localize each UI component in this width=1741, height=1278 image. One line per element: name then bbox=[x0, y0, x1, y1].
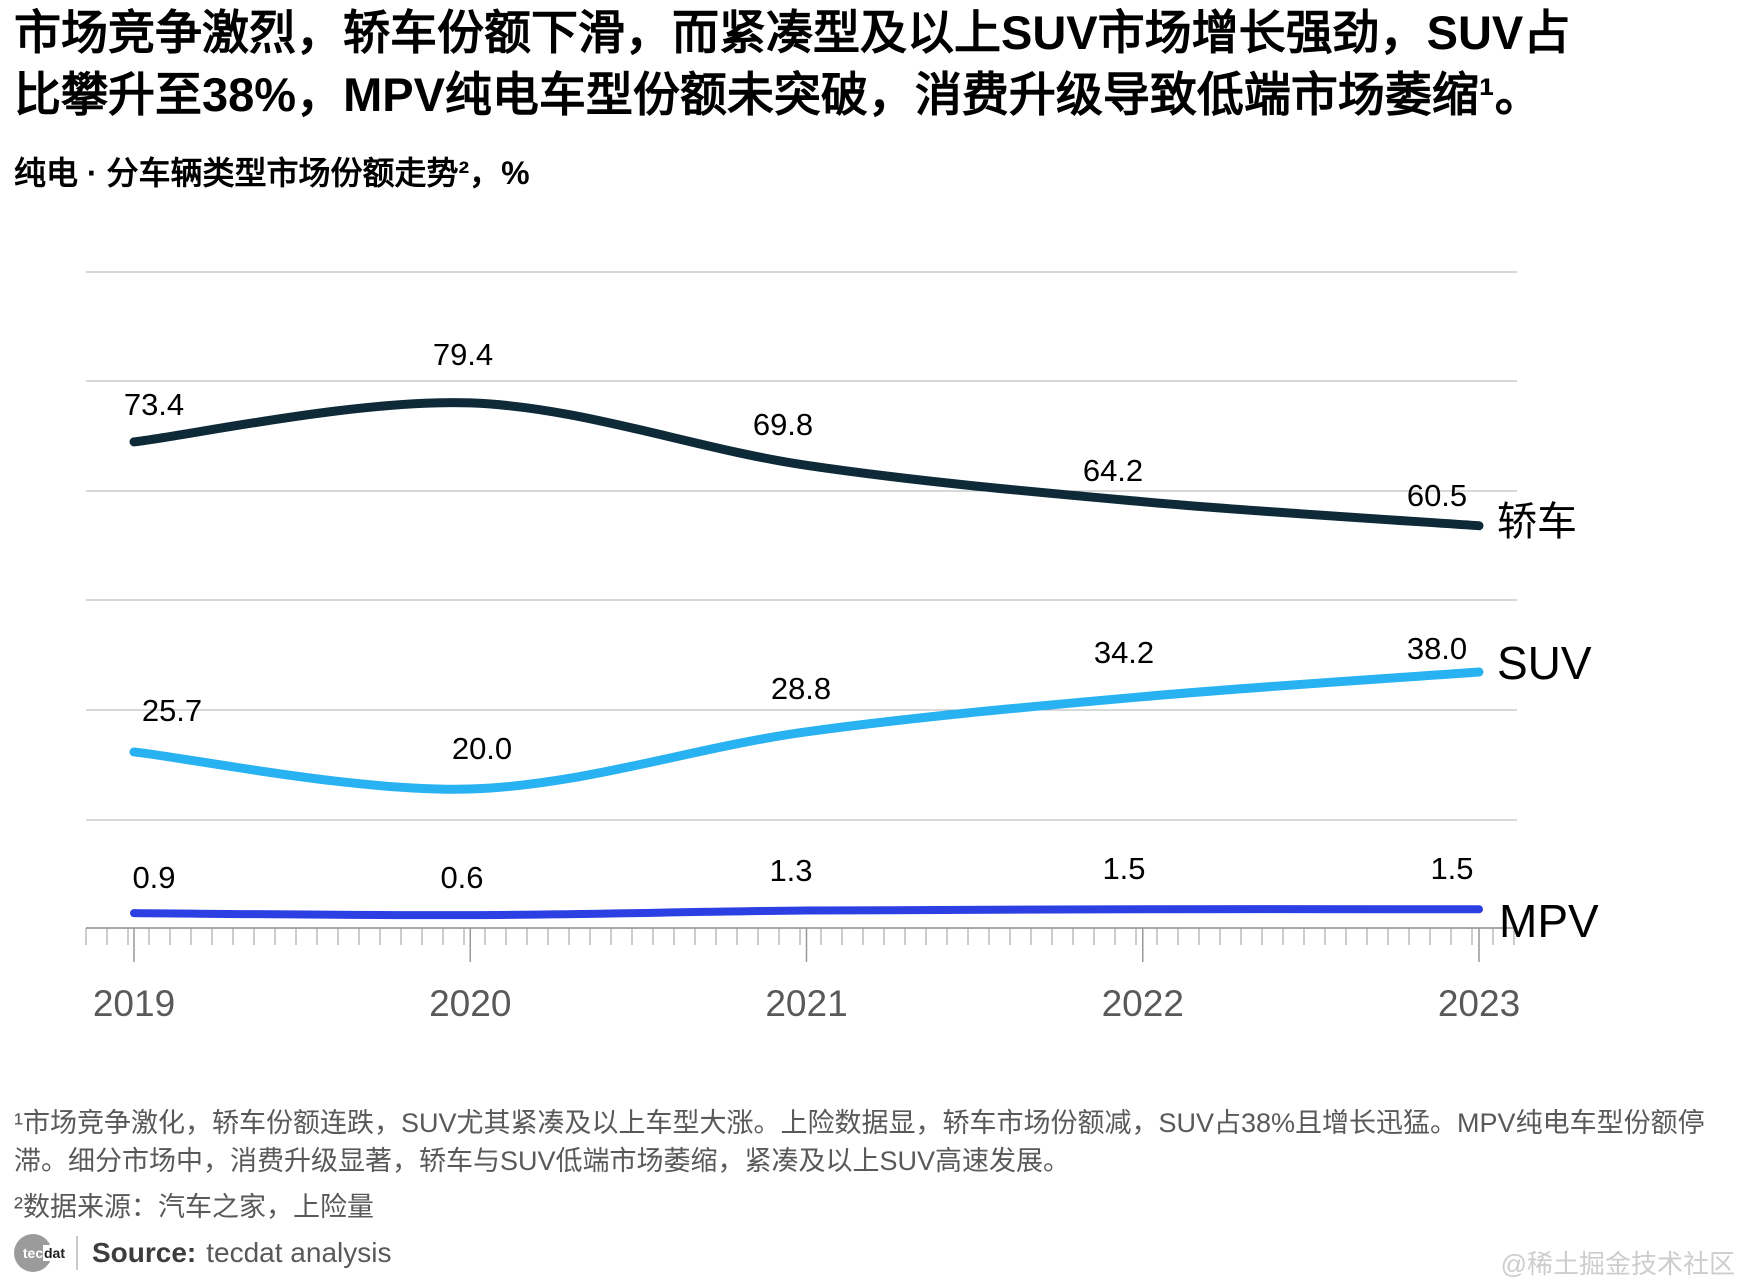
x-tick-label-2020: 2020 bbox=[429, 983, 511, 1024]
sedan-value-label: 60.5 bbox=[1407, 478, 1467, 513]
suv-value-label: 28.8 bbox=[771, 671, 831, 706]
suv-series-label: SUV bbox=[1497, 637, 1592, 689]
suv-value-label: 20.0 bbox=[452, 731, 512, 766]
sedan-value-label: 64.2 bbox=[1083, 453, 1143, 488]
suv-value-label: 38.0 bbox=[1407, 631, 1467, 666]
sedan-line bbox=[129, 398, 1484, 531]
suv-value-label: 34.2 bbox=[1094, 635, 1154, 670]
x-tick-label-2023: 2023 bbox=[1438, 983, 1520, 1024]
x-tick-label-2021: 2021 bbox=[765, 983, 847, 1024]
mpv-series-label: MPV bbox=[1499, 895, 1599, 947]
mpv-value-label: 0.9 bbox=[132, 860, 175, 895]
mpv-line bbox=[130, 905, 1483, 920]
sedan-value-label: 73.4 bbox=[124, 387, 184, 422]
mpv-value-label: 0.6 bbox=[440, 860, 483, 895]
suv-line bbox=[129, 667, 1484, 794]
source-row: tec dat Source: tecdat analysis bbox=[14, 1232, 391, 1274]
x-tick-label-2022: 2022 bbox=[1102, 983, 1184, 1024]
chart-subtitle: 纯电 · 分车辆类型市场份额走势²，% bbox=[14, 155, 530, 191]
source-label: Source: bbox=[92, 1237, 197, 1268]
footnote-1: ¹市场竞争激化，轿车份额连跌，SUV尤其紧凑及以上车型大涨。上险数据显，轿车市场… bbox=[14, 1108, 1705, 1176]
sedan-value-label: 79.4 bbox=[433, 337, 493, 372]
page-title: 市场竞争激烈，轿车份额下滑，而紧凑型及以上SUV市场增长强劲，SUV占 比攀升至… bbox=[14, 2, 1739, 126]
tecdat-logo-dat: dat bbox=[43, 1245, 66, 1261]
mpv-value-label: 1.5 bbox=[1102, 851, 1145, 886]
mpv-value-label: 1.3 bbox=[769, 853, 812, 888]
mpv-value-label: 1.5 bbox=[1430, 851, 1473, 886]
sedan-value-label: 69.8 bbox=[753, 407, 813, 442]
footnote-2: ²数据来源：汽车之家，上险量 bbox=[14, 1192, 374, 1222]
watermark: @稀土掘金技术社区 bbox=[1500, 1249, 1735, 1278]
page-title-line-2: 比攀升至38%，MPV纯电车型份额未突破，消费升级导致低端市场萎缩¹。 bbox=[14, 68, 1542, 121]
x-tick-label-2019: 2019 bbox=[93, 983, 175, 1024]
source-value: tecdat analysis bbox=[206, 1237, 392, 1268]
suv-value-label: 25.7 bbox=[142, 693, 202, 728]
sedan-series-label: 轿车 bbox=[1497, 499, 1577, 544]
source-divider bbox=[76, 1236, 78, 1270]
page-title-line-1: 市场竞争激烈，轿车份额下滑，而紧凑型及以上SUV市场增长强劲，SUV占 bbox=[14, 6, 1571, 59]
tecdat-logo: tec dat bbox=[14, 1234, 66, 1272]
